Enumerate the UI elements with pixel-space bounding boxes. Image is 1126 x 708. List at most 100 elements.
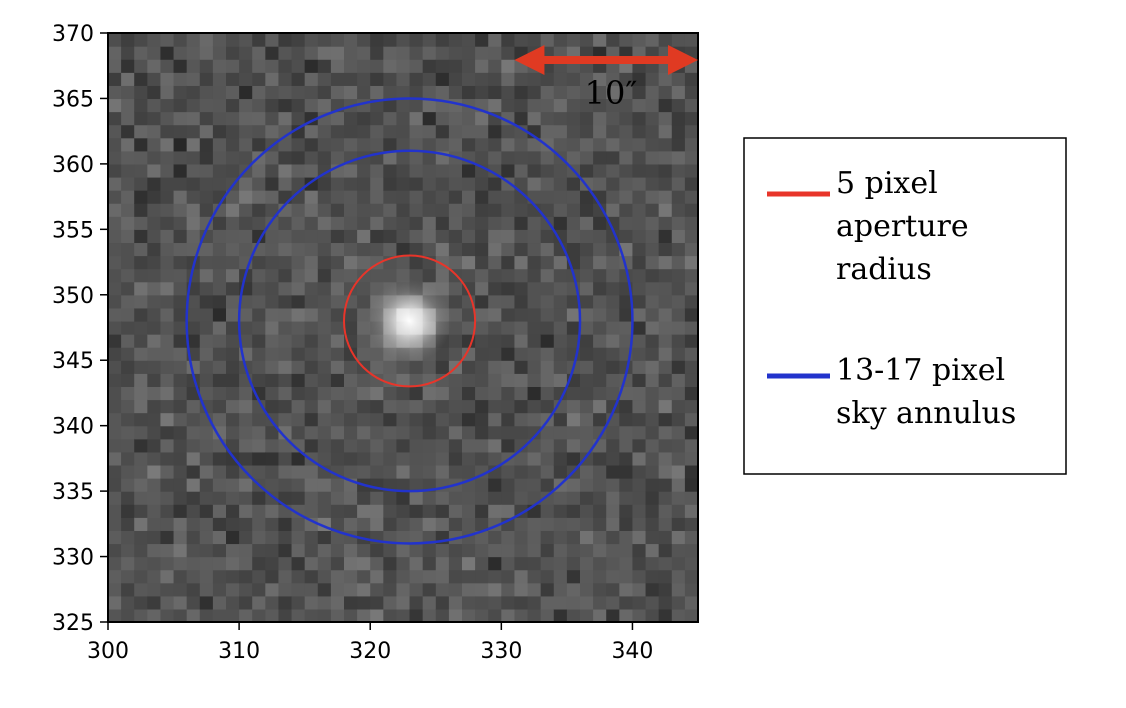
image-pixel: [370, 451, 384, 466]
image-pixel: [304, 595, 319, 610]
image-pixel: [344, 268, 358, 283]
image-pixel: [317, 124, 332, 139]
image-pixel: [462, 347, 476, 361]
legend-label-aperture-line1: 5 pixel: [836, 166, 938, 201]
image-pixel: [501, 569, 516, 584]
image-pixel: [160, 334, 175, 348]
image-pixel: [448, 320, 463, 335]
image-pixel: [540, 320, 555, 335]
image-pixel: [370, 425, 384, 440]
image-pixel: [422, 46, 437, 60]
image-pixel: [501, 320, 516, 335]
image-pixel: [357, 190, 371, 204]
image-pixel: [344, 46, 358, 60]
image-pixel: [317, 425, 332, 440]
image-pixel: [304, 163, 319, 178]
image-pixel: [448, 137, 463, 152]
image-pixel: [475, 307, 489, 322]
image-pixel: [357, 334, 371, 348]
image-pixel: [580, 517, 594, 531]
image-pixel: [108, 320, 122, 335]
image-pixel: [134, 569, 148, 584]
image-pixel: [540, 595, 555, 610]
image-pixel: [422, 556, 437, 571]
image-pixel: [619, 556, 634, 571]
image-pixel: [291, 464, 306, 479]
image-pixel: [409, 608, 424, 622]
image-pixel: [671, 137, 686, 152]
image-pixel: [199, 242, 214, 257]
image-pixel: [396, 373, 411, 387]
image-pixel: [684, 360, 698, 374]
image-pixel: [684, 582, 698, 597]
image-pixel: [553, 72, 568, 86]
image-pixel: [514, 608, 529, 622]
image-pixel: [265, 98, 280, 113]
image-pixel: [514, 72, 529, 86]
image-pixel: [671, 399, 686, 414]
image-pixel: [553, 176, 568, 191]
image-pixel: [173, 150, 188, 165]
image-pixel: [212, 111, 227, 126]
image-pixel: [108, 98, 122, 113]
image-pixel: [370, 608, 384, 622]
image-pixel: [671, 176, 686, 191]
image-pixel: [645, 517, 660, 531]
image-pixel: [462, 425, 476, 440]
image-pixel: [553, 491, 568, 505]
image-pixel: [580, 307, 594, 322]
image-pixel: [553, 425, 568, 440]
image-pixel: [330, 504, 345, 518]
y-tick-label: 345: [52, 349, 94, 374]
image-pixel: [370, 59, 384, 73]
image-pixel: [239, 582, 253, 597]
image-pixel: [632, 451, 647, 466]
image-pixel: [475, 595, 489, 610]
image-pixel: [121, 203, 135, 217]
image-pixel: [199, 124, 214, 139]
image-pixel: [121, 347, 135, 361]
image-pixel: [173, 190, 188, 204]
image-pixel: [317, 268, 332, 283]
image-pixel: [226, 320, 240, 335]
image-pixel: [147, 190, 162, 204]
image-pixel: [501, 438, 516, 453]
image-pixel: [632, 608, 647, 622]
image-pixel: [330, 72, 345, 86]
image-pixel: [265, 268, 280, 283]
image-pixel: [278, 373, 293, 387]
image-pixel: [553, 255, 568, 270]
image-pixel: [606, 582, 620, 597]
image-pixel: [108, 281, 122, 296]
image-pixel: [619, 190, 634, 204]
image-pixel: [501, 85, 516, 100]
image-pixel: [632, 373, 647, 387]
image-pixel: [422, 111, 437, 126]
image-pixel: [265, 386, 280, 401]
image-pixel: [580, 582, 594, 597]
image-pixel: [540, 569, 555, 584]
image-pixel: [370, 216, 384, 230]
image-pixel: [580, 216, 594, 230]
image-pixel: [606, 608, 620, 622]
image-pixel: [265, 478, 280, 492]
image-pixel: [396, 216, 411, 230]
image-pixel: [121, 478, 135, 492]
image-pixel: [396, 425, 411, 440]
image-pixel: [553, 543, 568, 558]
image-pixel: [370, 438, 384, 453]
image-pixel: [435, 464, 450, 479]
image-pixel: [173, 582, 188, 597]
image-pixel: [396, 98, 411, 113]
image-pixel: [553, 582, 568, 597]
image-pixel: [212, 242, 227, 257]
image-pixel: [147, 595, 162, 610]
image-pixel: [527, 216, 542, 230]
image-pixel: [514, 33, 529, 47]
image-pixel: [671, 569, 686, 584]
image-pixel: [566, 530, 581, 545]
image-pixel: [514, 294, 529, 309]
image-pixel: [344, 464, 358, 479]
image-pixel: [475, 491, 489, 505]
image-pixel: [173, 595, 188, 610]
